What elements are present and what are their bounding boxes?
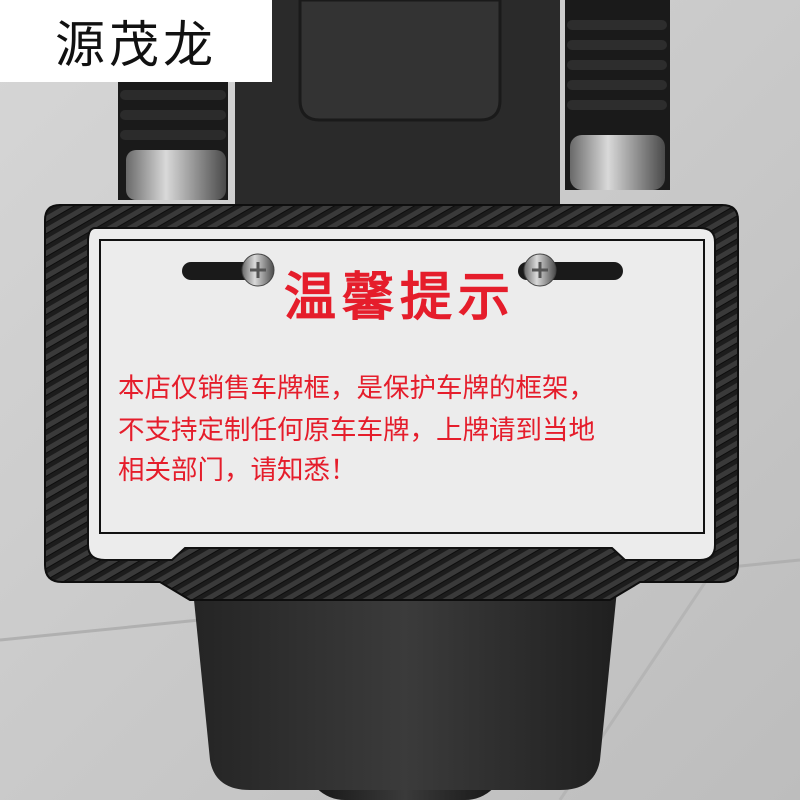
notice-line-2: 不支持定制任何原车车牌，上牌请到当地 — [118, 415, 595, 446]
license-plate-frame — [44, 204, 739, 601]
brand-watermark: 源茂龙 — [0, 0, 272, 82]
notice-line-3: 相关部门，请知悉！ — [118, 455, 357, 486]
notice-title: 温馨提示 — [283, 268, 516, 328]
plate-notice: 温馨提示 本店仅销售车牌框，是保护车牌的框架， 不支持定制任何原车车牌，上牌请到… — [100, 272, 720, 484]
right-shock-absorber — [565, 0, 670, 190]
notice-line-1: 本店仅销售车牌框，是保护车牌的框架， — [118, 373, 595, 404]
